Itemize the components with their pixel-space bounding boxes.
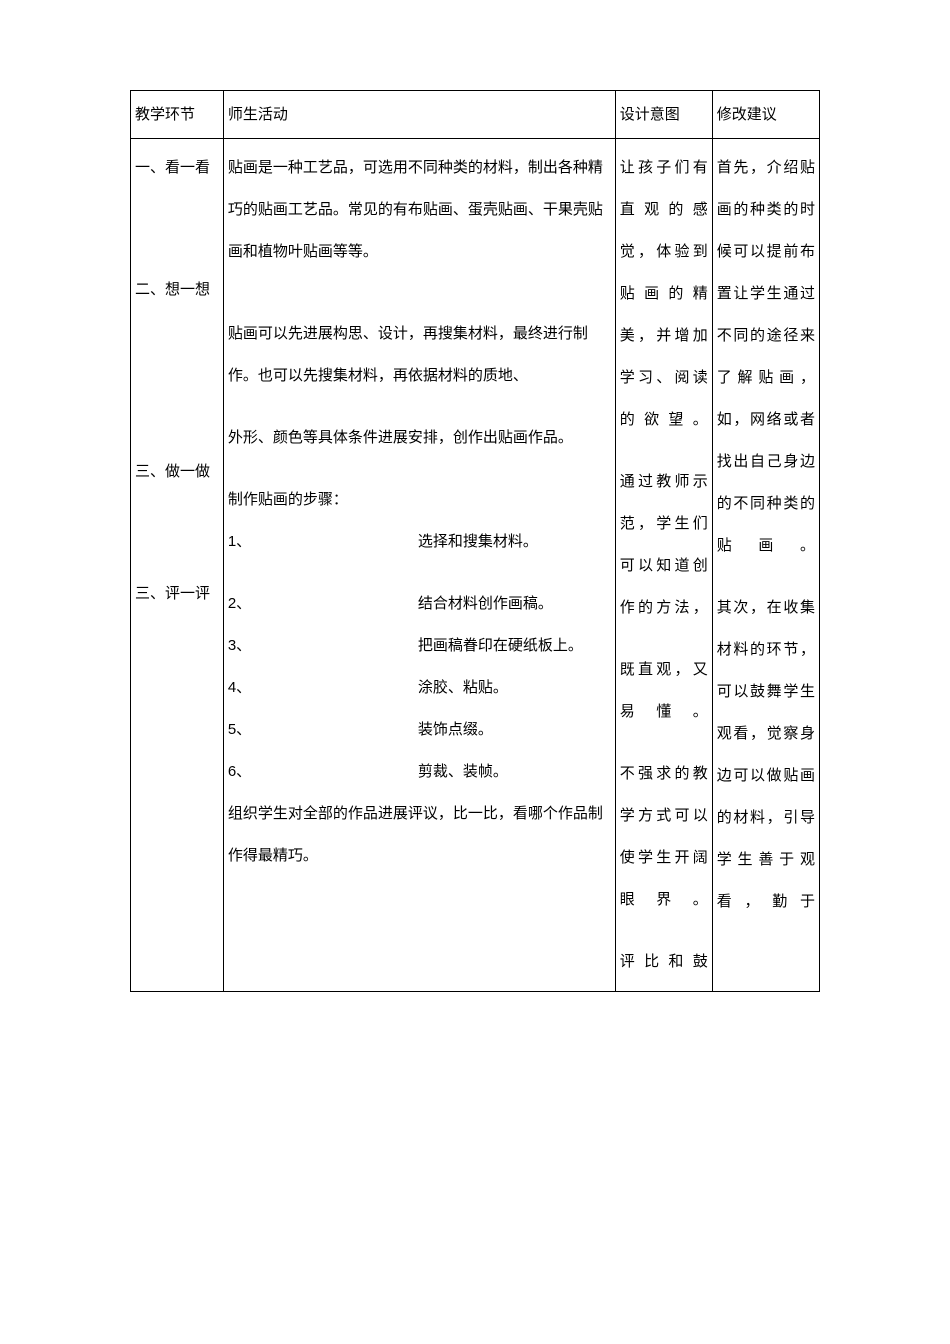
header-col4: 修改建议 — [712, 91, 819, 139]
step-text: 装饰点缀。 — [418, 709, 611, 751]
step-1: 1、 选择和搜集材料。 — [228, 521, 611, 563]
header-col1: 教学环节 — [131, 91, 224, 139]
step-text: 把画稿眷印在硬纸板上。 — [418, 625, 611, 667]
step-6: 6、 剪裁、装帧。 — [228, 751, 611, 793]
table-header-row: 教学环节 师生活动 设计意图 修改建议 — [131, 91, 820, 139]
lesson-plan-table: 教学环节 师生活动 设计意图 修改建议 一、看一看 二、想一想 三、做一做 三、… — [130, 90, 820, 992]
design-intent-cell: 让孩子们有直观的感觉，体验到贴画的精美，并增加学习、阅读的欲望。 通过教师示范，… — [615, 139, 712, 992]
step-num: 1、 — [228, 521, 418, 563]
suggestions-cell: 首先，介绍贴画的种类的时候可以提前布置让学生通过不同的途径来了解贴画，如，网络或… — [712, 139, 819, 992]
step-text: 结合材料创作画稿。 — [418, 583, 611, 625]
step-num: 5、 — [228, 709, 418, 751]
section4-label: 三、评一评 — [135, 573, 219, 615]
section1-label: 一、看一看 — [135, 147, 219, 189]
section-labels-cell: 一、看一看 二、想一想 三、做一做 三、评一评 — [131, 139, 224, 992]
step-num: 2、 — [228, 583, 418, 625]
header-col3: 设计意图 — [615, 91, 712, 139]
suggestion-p1: 首先，介绍贴画的种类的时候可以提前布置让学生通过不同的途径来了解贴画，如，网络或… — [717, 147, 815, 567]
intent-p2: 通过教师示范，学生们可以知道创作的方法， — [620, 461, 708, 629]
section3-label: 三、做一做 — [135, 451, 219, 493]
step-num: 4、 — [228, 667, 418, 709]
section2-content2: 外形、颜色等具体条件进展安排，创作出贴画作品。 — [228, 417, 611, 459]
suggestion-p2: 其次，在收集材料的环节，可以鼓舞学生观看，觉察身边可以做贴画的材料，引导学生善于… — [717, 587, 815, 923]
section4-content: 组织学生对全部的作品进展评议，比一比，看哪个作品制作得最精巧。 — [228, 793, 611, 877]
step-4: 4、 涂胶、粘贴。 — [228, 667, 611, 709]
step-num: 3、 — [228, 625, 418, 667]
intent-p1: 让孩子们有直观的感觉，体验到贴画的精美，并增加学习、阅读的欲望。 — [620, 147, 708, 441]
step-5: 5、 装饰点缀。 — [228, 709, 611, 751]
step-2: 2、 结合材料创作画稿。 — [228, 583, 611, 625]
step-text: 涂胶、粘贴。 — [418, 667, 611, 709]
step-text: 选择和搜集材料。 — [418, 521, 611, 563]
section2-label: 二、想一想 — [135, 269, 219, 311]
intent-p5: 评比和鼓 — [620, 941, 708, 983]
intent-p4: 不强求的教学方式可以使学生开阔眼界。 — [620, 753, 708, 921]
table-content-row: 一、看一看 二、想一想 三、做一做 三、评一评 贴画是一种工艺品，可选用不同种类… — [131, 139, 820, 992]
step-num: 6、 — [228, 751, 418, 793]
header-col2: 师生活动 — [223, 91, 615, 139]
step-text: 剪裁、装帧。 — [418, 751, 611, 793]
section1-content: 贴画是一种工艺品，可选用不同种类的材料，制出各种精巧的贴画工艺品。常见的有布贴画… — [228, 147, 611, 273]
section2-content1: 贴画可以先进展构思、设计，再搜集材料，最终进行制作。也可以先搜集材料，再依据材料… — [228, 313, 611, 397]
step-3: 3、 把画稿眷印在硬纸板上。 — [228, 625, 611, 667]
intent-p3: 既直观，又易懂。 — [620, 649, 708, 733]
activities-cell: 贴画是一种工艺品，可选用不同种类的材料，制出各种精巧的贴画工艺品。常见的有布贴画… — [223, 139, 615, 992]
section3-intro: 制作贴画的步骤： — [228, 479, 611, 521]
